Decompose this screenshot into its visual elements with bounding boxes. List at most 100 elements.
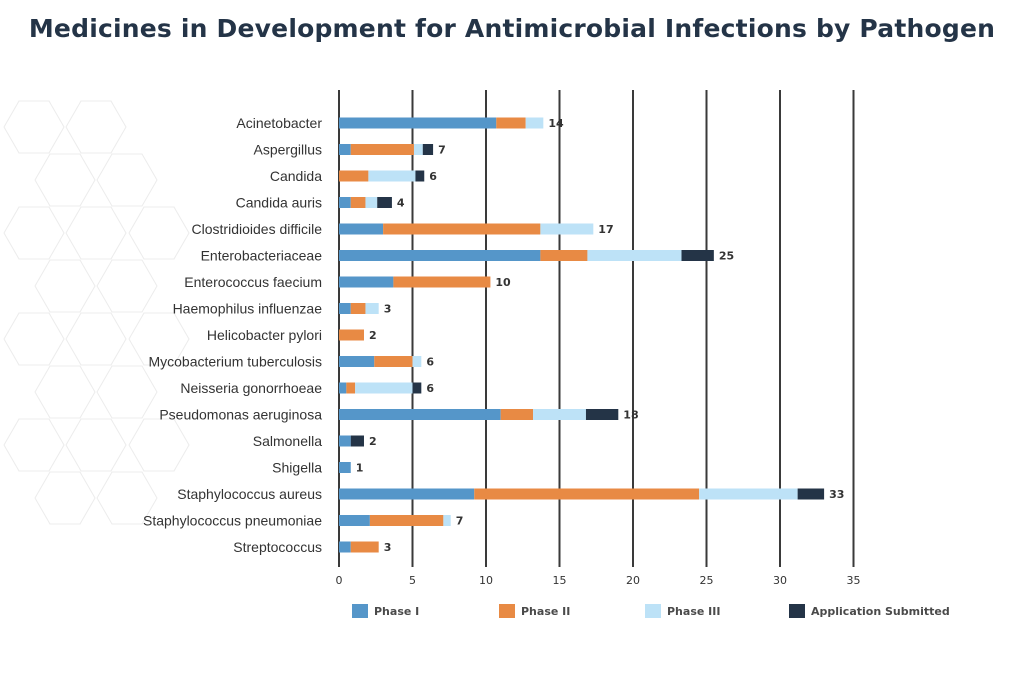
gridlines <box>338 90 855 567</box>
bar-phase-i <box>339 382 347 394</box>
x-tick-label: 5 <box>409 574 416 587</box>
bar-phase-i <box>339 541 351 553</box>
legend-label-phase-i: Phase I <box>374 605 419 618</box>
bar-phase-ii <box>350 541 379 553</box>
bars <box>339 117 825 553</box>
bar-phase-ii <box>339 170 369 182</box>
x-tick-label: 35 <box>847 574 861 587</box>
bar-application-submitted <box>415 170 425 182</box>
legend-label-phase-ii: Phase II <box>521 605 570 618</box>
hexagon-14 <box>34 471 96 525</box>
bar-application-submitted <box>422 144 434 155</box>
hexagon-8 <box>3 312 65 366</box>
bar-phase-i <box>339 276 394 288</box>
hexagon-12 <box>3 418 65 472</box>
category-label: Shigella <box>272 460 322 476</box>
bar-phase-iii <box>533 409 586 420</box>
category-label: Streptococcus <box>233 539 322 555</box>
hexagon-17 <box>128 312 190 366</box>
total-label: 7 <box>438 144 446 157</box>
bar-phase-iii <box>368 170 416 182</box>
category-label: Enterococcus faecium <box>184 274 322 290</box>
bar-phase-ii <box>474 488 700 500</box>
x-tick-label: 15 <box>553 574 567 587</box>
hexagon-5 <box>65 206 127 260</box>
hexagon-0 <box>3 100 65 154</box>
chart-title: Medicines in Development for Antimicrobi… <box>28 14 996 43</box>
bar-phase-i <box>339 488 475 500</box>
hexagon-6 <box>34 259 96 313</box>
category-label: Staphylococcus aureus <box>177 486 322 502</box>
bar-phase-iii <box>365 303 379 314</box>
bar-phase-i <box>339 303 351 314</box>
category-label: Salmonella <box>253 433 322 449</box>
x-axis-ticks: 0 5 10 15 20 25 30 35 <box>336 574 861 587</box>
total-label: 14 <box>548 117 564 130</box>
total-label: 1 <box>356 462 364 475</box>
bar-phase-ii <box>350 197 366 208</box>
category-label: Pseudomonas aeruginosa <box>159 407 322 423</box>
bar-phase-i <box>339 435 351 447</box>
bar-phase-i <box>339 515 370 526</box>
total-label: 6 <box>426 356 434 369</box>
total-label: 3 <box>384 541 392 554</box>
hexagon-10 <box>34 365 96 419</box>
bar-application-submitted <box>585 409 619 420</box>
hexagon-4 <box>3 206 65 260</box>
bar-phase-iii <box>355 382 413 394</box>
legend-label-application-submitted: Application Submitted <box>811 605 950 618</box>
legend: Phase I Phase II Phase III Application Subm… <box>352 604 950 618</box>
total-label: 3 <box>384 303 392 316</box>
category-label: Neisseria gonorrhoeae <box>180 380 322 396</box>
legend-swatch-application-submitted <box>789 604 805 618</box>
category-label: Helicobacter pylori <box>207 327 322 343</box>
bar-application-submitted <box>681 250 714 261</box>
bar-phase-iii <box>365 197 378 208</box>
bar-application-submitted <box>797 488 825 500</box>
bar-phase-ii <box>496 117 526 129</box>
bar-phase-iii <box>412 356 422 367</box>
bar-phase-ii <box>393 276 491 288</box>
hexagon-pattern-background <box>3 100 190 525</box>
hexagon-7 <box>96 259 158 313</box>
bar-phase-i <box>339 409 501 420</box>
category-label: Staphylococcus pneumoniae <box>143 513 322 529</box>
legend-swatch-phase-i <box>352 604 368 618</box>
bar-phase-iii <box>413 144 423 155</box>
bar-phase-i <box>339 223 384 235</box>
bar-application-submitted <box>350 435 364 447</box>
total-label: 33 <box>829 488 844 501</box>
total-label: 25 <box>719 250 734 263</box>
bar-phase-ii <box>540 250 588 261</box>
bar-phase-i <box>339 197 351 208</box>
x-tick-label: 30 <box>773 574 787 587</box>
bar-phase-ii <box>350 144 414 155</box>
bar-application-submitted <box>412 382 422 394</box>
category-label: Haemophilus influenzae <box>173 301 323 317</box>
hexagon-1 <box>65 100 127 154</box>
category-label: Candida auris <box>236 195 322 211</box>
bar-phase-i <box>339 117 497 129</box>
x-tick-label: 20 <box>626 574 640 587</box>
category-label: Candida <box>270 168 322 184</box>
legend-swatch-phase-ii <box>499 604 515 618</box>
hexagon-15 <box>96 471 158 525</box>
total-label: 2 <box>369 329 377 342</box>
bar-phase-iii <box>587 250 682 261</box>
bar-phase-i <box>339 356 375 367</box>
total-label: 4 <box>397 197 405 210</box>
x-tick-label: 10 <box>479 574 493 587</box>
total-label: 2 <box>369 435 377 448</box>
bar-phase-iii <box>699 488 798 500</box>
x-tick-label: 0 <box>336 574 343 587</box>
category-labels: Acinetobacter Aspergillus Candida Candida a… <box>143 115 322 555</box>
hexagon-18 <box>128 418 190 472</box>
bar-phase-ii <box>346 382 356 394</box>
bar-phase-iii <box>540 223 594 235</box>
legend-label-phase-iii: Phase III <box>667 605 720 618</box>
category-label: Mycobacterium tuberculosis <box>148 354 322 370</box>
category-label: Aspergillus <box>254 142 322 158</box>
hexagon-3 <box>96 153 158 207</box>
hexagon-2 <box>34 153 96 207</box>
